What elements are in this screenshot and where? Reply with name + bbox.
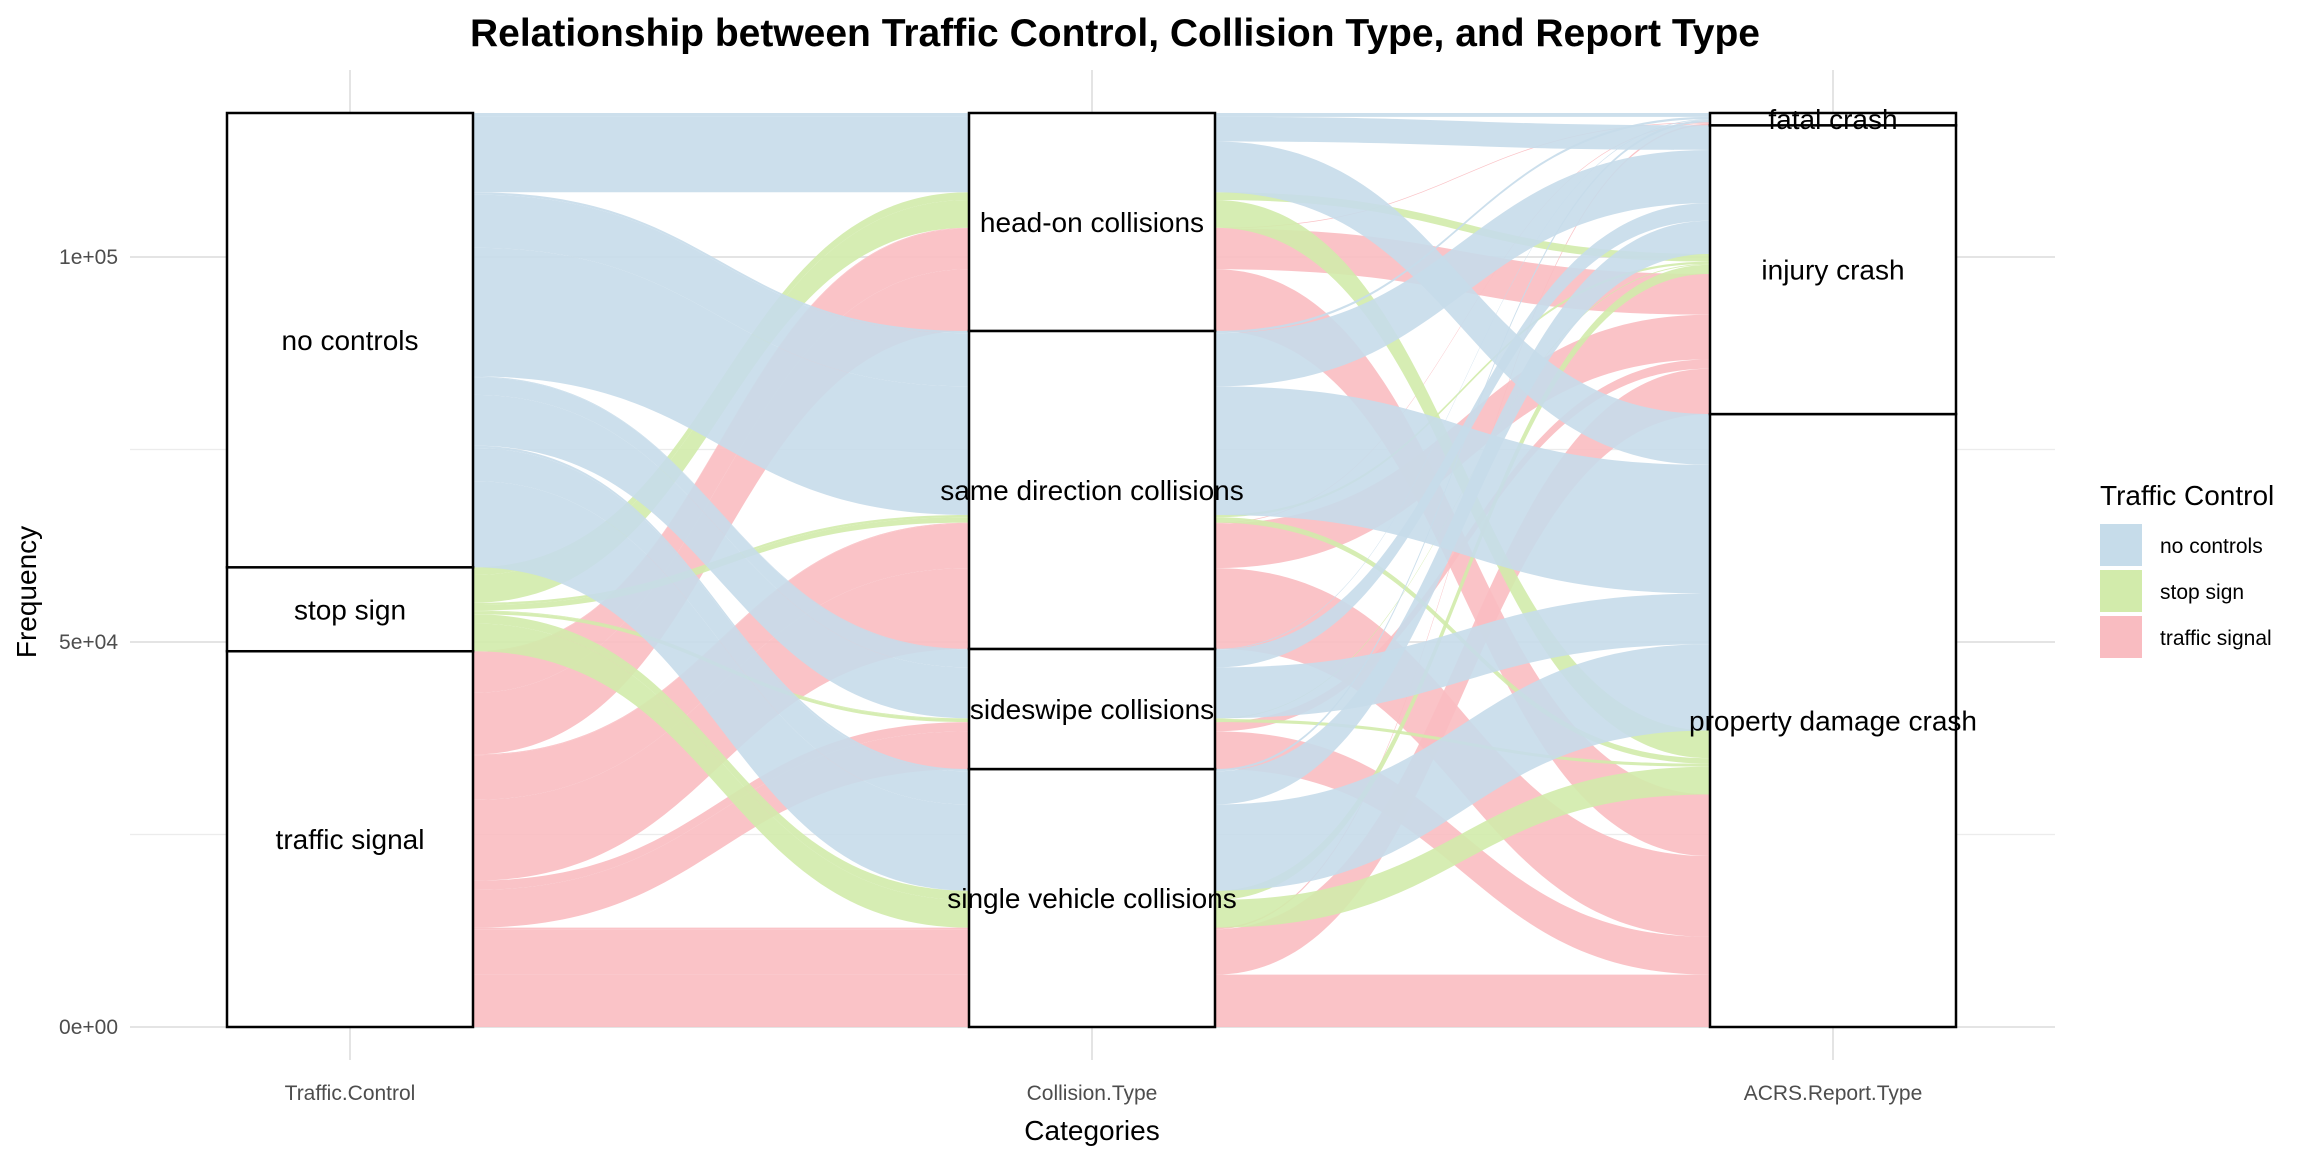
flow-traffic-signal-property-damage-crash xyxy=(1215,974,1710,1027)
stratum-label-sideswipe-collisions: sideswipe collisions xyxy=(970,694,1214,725)
flow-traffic-signal-head-on-collisions xyxy=(473,269,969,755)
flow-no-controls-head-on-collisions xyxy=(473,141,969,193)
stratum-label-same-direction-collisions: same direction collisions xyxy=(940,475,1243,506)
flow-stop-sign-property-damage-crash xyxy=(1215,766,1710,928)
flow-no-controls-head-on-collisions xyxy=(473,116,969,142)
flow-no-controls-property-damage-crash xyxy=(1215,141,1710,465)
flow-traffic-signal-single-vehicle-collisions xyxy=(473,929,969,975)
flow-no-controls-property-damage-crash xyxy=(1215,386,1710,594)
flow-stop-sign-single-vehicle-collisions xyxy=(473,623,969,928)
x-axis-title: Categories xyxy=(1024,1115,1159,1146)
flow-no-controls-property-damage-crash xyxy=(1215,593,1710,719)
stratum-label-injury-crash: injury crash xyxy=(1761,255,1904,286)
stratum-head-on-collisions xyxy=(967,111,1217,333)
flow-no-controls-injury-crash xyxy=(1215,116,1710,150)
flow-no-controls-property-damage-crash xyxy=(1215,644,1710,891)
stratum-stop-sign xyxy=(225,566,475,653)
flow-no-controls-single-vehicle-collisions xyxy=(473,481,969,891)
flow-no-controls-injury-crash xyxy=(1215,149,1710,387)
flow-no-controls-same-direction-collisions xyxy=(473,194,969,387)
x-tick-label-collision-type: Collision.Type xyxy=(1027,1082,1158,1105)
x-axis-ticks: Traffic.Control Collision.Type ACRS.Report… xyxy=(285,1082,1923,1105)
y-axis-title: Frequency xyxy=(11,526,42,658)
flow-traffic-signal-sideswipe-collisions xyxy=(473,722,969,890)
flows xyxy=(473,113,1710,1027)
legend-swatch-no-controls xyxy=(2100,524,2142,566)
stratum-single-vehicle-collisions xyxy=(967,767,1217,1029)
stratum-sideswipe-collisions xyxy=(967,647,1217,771)
legend-label-stop-sign: stop sign xyxy=(2160,581,2244,604)
legend-swatch-stop-sign xyxy=(2100,570,2142,612)
stratum-label-single-vehicle-collisions: single vehicle collisions xyxy=(947,883,1236,914)
stratum-property-damage-crash xyxy=(1708,412,1958,1029)
legend-label-no-controls: no controls xyxy=(2160,535,2263,558)
y-axis-ticks: 0e+00 5e+04 1e+05 xyxy=(59,246,118,1039)
y-tick-label: 0e+00 xyxy=(59,1016,118,1039)
flow-no-controls-same-direction-collisions xyxy=(473,247,969,515)
chart-title: Relationship between Traffic Control, Co… xyxy=(470,12,1760,55)
stratum-label-traffic-signal: traffic signal xyxy=(276,824,425,855)
flow-traffic-signal-head-on-collisions xyxy=(473,228,969,693)
stratum-label-head-on-collisions: head-on collisions xyxy=(980,207,1204,238)
flow-traffic-signal-property-damage-crash xyxy=(1215,269,1710,857)
flow-no-controls-fatal-crash xyxy=(1215,113,1710,117)
strata: traffic signal stop sign no controls single… xyxy=(225,104,1977,1029)
stratum-label-property-damage-crash: property damage crash xyxy=(1689,706,1977,737)
flow-stop-sign-injury-crash xyxy=(1215,261,1710,518)
y-tick-label: 5e+04 xyxy=(59,631,118,654)
y-tick-label: 1e+05 xyxy=(59,246,118,269)
flow-traffic-signal-fatal-crash xyxy=(1215,122,1710,229)
stratum-label-fatal-crash: fatal crash xyxy=(1768,104,1897,135)
stratum-no-controls xyxy=(225,111,475,569)
legend-title: Traffic Control xyxy=(2100,480,2274,511)
flow-no-controls-single-vehicle-collisions xyxy=(473,445,969,772)
stratum-label-stop-sign: stop sign xyxy=(294,594,406,625)
flow-no-controls-fatal-crash xyxy=(1215,119,1710,650)
flow-stop-sign-injury-crash xyxy=(1215,264,1710,900)
stratum-same-direction-collisions xyxy=(967,329,1217,651)
flow-no-controls-sideswipe-collisions xyxy=(473,376,969,650)
stratum-fatal-crash xyxy=(1708,111,1958,127)
stratum-traffic-signal xyxy=(225,649,475,1029)
flow-no-controls-fatal-crash xyxy=(1215,116,1710,334)
stratum-label-no-controls: no controls xyxy=(282,325,419,356)
flow-stop-sign-single-vehicle-collisions xyxy=(473,614,969,900)
flow-no-controls-head-on-collisions xyxy=(473,113,969,117)
legend-label-traffic-signal: traffic signal xyxy=(2160,627,2272,650)
x-tick-label-traffic-control: Traffic.Control xyxy=(285,1082,416,1105)
x-tick-label-acrs-report-type: ACRS.Report.Type xyxy=(1744,1082,1923,1105)
legend: Traffic Control no controls stop sign traf… xyxy=(2100,480,2274,658)
flow-no-controls-single-vehicle-collisions xyxy=(473,447,969,805)
legend-swatch-traffic-signal xyxy=(2100,616,2142,658)
flow-no-controls-same-direction-collisions xyxy=(473,192,969,334)
flow-traffic-signal-single-vehicle-collisions xyxy=(473,974,969,1027)
flow-stop-sign-injury-crash xyxy=(1215,192,1710,262)
flow-traffic-signal-single-vehicle-collisions xyxy=(473,927,969,930)
flow-no-controls-sideswipe-collisions xyxy=(473,377,969,668)
flow-no-controls-sideswipe-collisions xyxy=(473,394,969,719)
